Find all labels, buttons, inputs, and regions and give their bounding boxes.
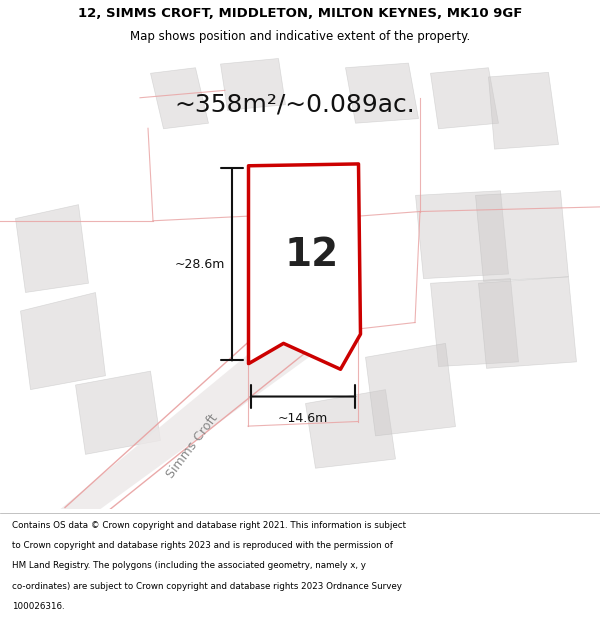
Text: 12, SIMMS CROFT, MIDDLETON, MILTON KEYNES, MK10 9GF: 12, SIMMS CROFT, MIDDLETON, MILTON KEYNE…	[78, 7, 522, 19]
Text: Contains OS data © Crown copyright and database right 2021. This information is : Contains OS data © Crown copyright and d…	[12, 521, 406, 530]
Text: to Crown copyright and database rights 2023 and is reproduced with the permissio: to Crown copyright and database rights 2…	[12, 541, 393, 550]
Text: Map shows position and indicative extent of the property.: Map shows position and indicative extent…	[130, 30, 470, 43]
Text: 12: 12	[285, 236, 339, 274]
Text: HM Land Registry. The polygons (including the associated geometry, namely x, y: HM Land Registry. The polygons (includin…	[12, 561, 366, 571]
Text: ~358m²/~0.089ac.: ~358m²/~0.089ac.	[175, 92, 415, 116]
Text: co-ordinates) are subject to Crown copyright and database rights 2023 Ordnance S: co-ordinates) are subject to Crown copyr…	[12, 582, 402, 591]
Text: Simms Croft: Simms Croft	[164, 412, 220, 481]
Text: ~28.6m: ~28.6m	[175, 258, 225, 271]
Text: 100026316.: 100026316.	[12, 602, 65, 611]
Text: ~14.6m: ~14.6m	[278, 412, 328, 425]
